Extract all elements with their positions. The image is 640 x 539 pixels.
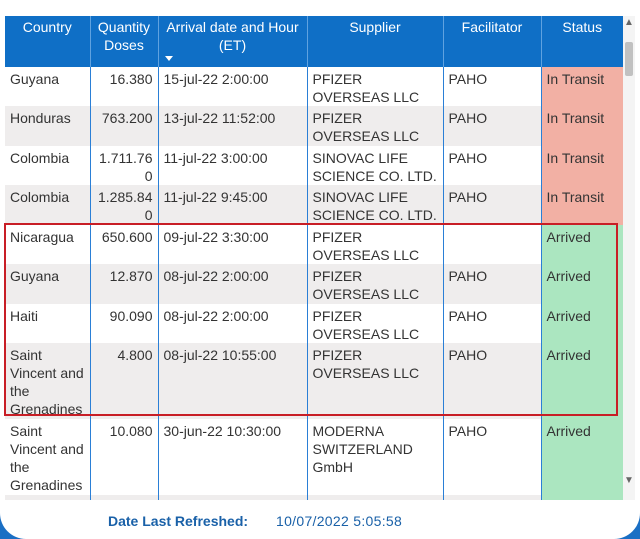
table-row[interactable]: Guyana 16.380 15-jul-22 2:00:00 PFIZER OVER… — [5, 67, 623, 106]
refresh-footer: Date Last Refreshed: 10/07/2022 5:05:58 — [0, 510, 640, 532]
cell-status: In Transit — [541, 146, 623, 185]
shipments-table-viewport: Country Quantity Doses Arrival date and … — [5, 16, 623, 500]
cell-status: Arrived — [541, 495, 623, 500]
cell-facilitator: PAHO — [443, 185, 542, 225]
cell-facilitator: PAHO — [443, 106, 542, 146]
table-row[interactable]: Colombia 1.285.840 11-jul-22 9:45:00 SINOVA… — [5, 185, 623, 225]
cell-country: Saint Vincent and the Grenadines — [5, 419, 91, 495]
cell-country: Guyana — [5, 67, 91, 106]
table-row[interactable]: Honduras 763.200 13-jul-22 11:52:00 PFIZER … — [5, 106, 623, 146]
cell-supplier: PFIZER OVERSEAS LLC — [307, 495, 444, 500]
cell-facilitator: PAHO — [443, 304, 542, 343]
column-header-label: Facilitator — [461, 19, 523, 35]
table-row[interactable]: Saint Vincent and the Grenadines 4.800 08-… — [5, 343, 623, 419]
table-row[interactable]: Haiti 90.090 08-jul-22 2:00:00 PFIZER OVERS… — [5, 304, 623, 343]
last-refreshed-value: 10/07/2022 5:05:58 — [276, 513, 403, 529]
cell-country: Guyana — [5, 264, 91, 304]
cell-facilitator: PAHO — [443, 343, 542, 419]
cell-quantity-doses: 153.600 — [90, 495, 159, 500]
cell-arrival-date: 15-jul-22 2:00:00 — [158, 67, 308, 106]
column-header-label: Arrival date and Hour (ET) — [166, 19, 299, 53]
cell-supplier: SINOVAC LIFE SCIENCE CO. LTD. — [307, 185, 444, 225]
cell-arrival-date: 09-jul-22 3:30:00 — [158, 225, 308, 264]
scrollbar-thumb[interactable] — [625, 42, 633, 76]
cell-supplier: PFIZER OVERSEAS LLC — [307, 225, 444, 264]
cell-facilitator — [443, 225, 542, 264]
cell-arrival-date: 11-jul-22 9:45:00 — [158, 185, 308, 225]
cell-supplier: PFIZER OVERSEAS LLC — [307, 264, 444, 304]
table-row[interactable]: Nicaragua 650.600 09-jul-22 3:30:00 PFIZER … — [5, 225, 623, 264]
cell-supplier: PFIZER OVERSEAS LLC — [307, 67, 444, 106]
column-header-label: Quantity Doses — [97, 19, 151, 53]
cell-arrival-date: 08-jul-22 10:55:00 — [158, 343, 308, 419]
cell-facilitator: PAHO — [443, 419, 542, 495]
cell-supplier: MODERNA SWITZERLAND GmbH — [307, 419, 444, 495]
cell-quantity-doses: 650.600 — [90, 225, 159, 264]
column-header-quantity-doses[interactable]: Quantity Doses — [90, 16, 159, 67]
cell-quantity-doses: 1.711.760 — [90, 146, 159, 185]
cell-arrival-date: 08-jul-22 2:00:00 — [158, 304, 308, 343]
table-header-row: Country Quantity Doses Arrival date and … — [5, 16, 623, 67]
cell-status: In Transit — [541, 106, 623, 146]
cell-facilitator: PAHO — [443, 495, 542, 500]
cell-quantity-doses: 4.800 — [90, 343, 159, 419]
shipments-table: Country Quantity Doses Arrival date and … — [5, 16, 623, 500]
cell-country: Honduras — [5, 106, 91, 146]
cell-quantity-doses: 10.080 — [90, 419, 159, 495]
cell-country: Colombia — [5, 185, 91, 225]
column-header-label: Supplier — [349, 19, 401, 35]
vertical-scrollbar[interactable]: ▲ ▼ — [623, 16, 635, 500]
caret-down-icon[interactable] — [164, 56, 173, 61]
cell-status: Arrived — [541, 343, 623, 419]
cell-quantity-doses: 1.285.840 — [90, 185, 159, 225]
table-row[interactable]: Guyana 12.870 08-jul-22 2:00:00 PFIZER OVER… — [5, 264, 623, 304]
cell-arrival-date: 30-jun-22 9:35:00 — [158, 495, 308, 500]
table-row[interactable]: Saint Vincent and the Grenadines 10.080 30… — [5, 419, 623, 495]
column-header-country[interactable]: Country — [5, 16, 91, 67]
column-header-label: Country — [22, 19, 72, 35]
table-row[interactable]: Colombia 1.711.760 11-jul-22 3:00:00 SINOVA… — [5, 146, 623, 185]
cell-quantity-doses: 12.870 — [90, 264, 159, 304]
cell-supplier: SINOVAC LIFE SCIENCE CO. LTD. — [307, 146, 444, 185]
cell-supplier: PFIZER OVERSEAS LLC — [307, 343, 444, 419]
cell-country: Saint Vincent and the Grenadines — [5, 343, 91, 419]
cell-quantity-doses: 90.090 — [90, 304, 159, 343]
column-header-supplier[interactable]: Supplier — [307, 16, 444, 67]
cell-arrival-date: 13-jul-22 11:52:00 — [158, 106, 308, 146]
last-refreshed-label: Date Last Refreshed: — [108, 513, 249, 529]
cell-supplier: PFIZER OVERSEAS LLC — [307, 304, 444, 343]
cell-status: In Transit — [541, 67, 623, 106]
cell-status: Arrived — [541, 225, 623, 264]
cell-status: Arrived — [541, 304, 623, 343]
cell-quantity-doses: 16.380 — [90, 67, 159, 106]
table-body: Guyana 16.380 15-jul-22 2:00:00 PFIZER OVER… — [5, 67, 623, 500]
cell-country: Nicaragua — [5, 225, 91, 264]
cell-facilitator: PAHO — [443, 67, 542, 106]
cell-status: In Transit — [541, 185, 623, 225]
cell-country: Haiti — [5, 304, 91, 343]
column-header-status[interactable]: Status — [541, 16, 623, 67]
cell-supplier: PFIZER OVERSEAS LLC — [307, 106, 444, 146]
cell-facilitator: PAHO — [443, 146, 542, 185]
cell-status: Arrived — [541, 419, 623, 495]
cell-quantity-doses: 763.200 — [90, 106, 159, 146]
cell-country: Colombia — [5, 146, 91, 185]
column-header-arrival-date[interactable]: Arrival date and Hour (ET) — [158, 16, 308, 67]
cell-status: Arrived — [541, 264, 623, 304]
cell-facilitator: PAHO — [443, 264, 542, 304]
cell-arrival-date: 08-jul-22 2:00:00 — [158, 264, 308, 304]
cell-country: Honduras — [5, 495, 91, 500]
scroll-down-icon[interactable]: ▼ — [624, 475, 634, 486]
scroll-up-icon[interactable]: ▲ — [624, 17, 634, 28]
column-header-facilitator[interactable]: Facilitator — [443, 16, 542, 67]
cell-arrival-date: 11-jul-22 3:00:00 — [158, 146, 308, 185]
column-header-label: Status — [562, 19, 603, 35]
cell-arrival-date: 30-jun-22 10:30:00 — [158, 419, 308, 495]
